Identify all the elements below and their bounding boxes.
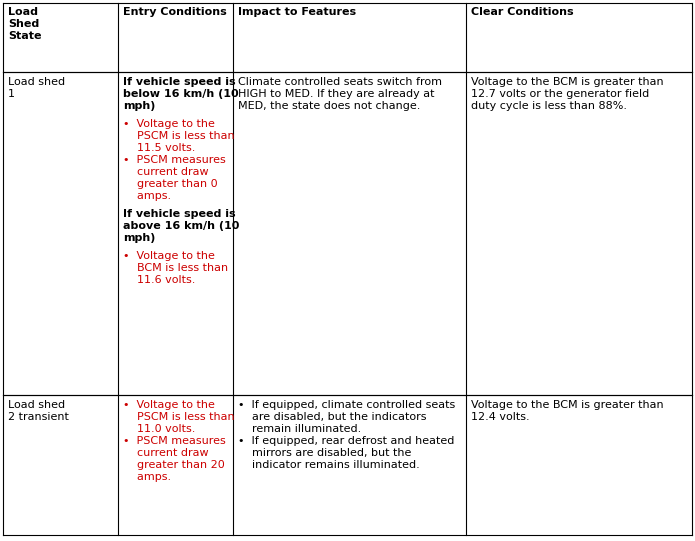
Text: 12.7 volts or the generator field: 12.7 volts or the generator field [471, 89, 649, 99]
Text: HIGH to MED. If they are already at: HIGH to MED. If they are already at [238, 89, 434, 99]
Text: 12.4 volts.: 12.4 volts. [471, 412, 530, 422]
Text: •  If equipped, rear defrost and heated: • If equipped, rear defrost and heated [238, 436, 455, 446]
Text: If vehicle speed is: If vehicle speed is [123, 209, 236, 219]
Text: Voltage to the BCM is greater than: Voltage to the BCM is greater than [471, 77, 664, 87]
Text: current draw: current draw [123, 448, 208, 458]
Text: duty cycle is less than 88%.: duty cycle is less than 88%. [471, 101, 627, 111]
Text: Impact to Features: Impact to Features [238, 7, 356, 17]
Text: 11.5 volts.: 11.5 volts. [123, 143, 195, 153]
Text: BCM is less than: BCM is less than [123, 263, 228, 273]
Text: amps.: amps. [123, 191, 171, 201]
Text: current draw: current draw [123, 167, 208, 177]
Text: indicator remains illuminated.: indicator remains illuminated. [238, 460, 420, 470]
Text: Load: Load [8, 7, 38, 17]
Text: PSCM is less than: PSCM is less than [123, 131, 235, 141]
Text: mph): mph) [123, 101, 156, 111]
Text: •  Voltage to the: • Voltage to the [123, 400, 215, 410]
Text: •  PSCM measures: • PSCM measures [123, 436, 226, 446]
Text: Load shed: Load shed [8, 400, 65, 410]
Text: Voltage to the BCM is greater than: Voltage to the BCM is greater than [471, 400, 664, 410]
Text: State: State [8, 31, 42, 41]
Text: Entry Conditions: Entry Conditions [123, 7, 227, 17]
Text: Climate controlled seats switch from: Climate controlled seats switch from [238, 77, 442, 87]
Text: If vehicle speed is: If vehicle speed is [123, 77, 236, 87]
Text: 1: 1 [8, 89, 15, 99]
Text: above 16 km/h (10: above 16 km/h (10 [123, 221, 239, 231]
Text: Clear Conditions: Clear Conditions [471, 7, 573, 17]
Text: 11.0 volts.: 11.0 volts. [123, 424, 195, 434]
Text: •  Voltage to the: • Voltage to the [123, 251, 215, 261]
Text: mirrors are disabled, but the: mirrors are disabled, but the [238, 448, 411, 458]
Text: 2 transient: 2 transient [8, 412, 69, 422]
Text: remain illuminated.: remain illuminated. [238, 424, 361, 434]
Text: greater than 20: greater than 20 [123, 460, 224, 470]
Text: are disabled, but the indicators: are disabled, but the indicators [238, 412, 427, 422]
Text: •  If equipped, climate controlled seats: • If equipped, climate controlled seats [238, 400, 455, 410]
Text: below 16 km/h (10: below 16 km/h (10 [123, 89, 238, 99]
Text: PSCM is less than: PSCM is less than [123, 412, 235, 422]
Text: •  Voltage to the: • Voltage to the [123, 119, 215, 129]
Text: amps.: amps. [123, 472, 171, 482]
Text: MED, the state does not change.: MED, the state does not change. [238, 101, 420, 111]
Text: mph): mph) [123, 233, 156, 243]
Text: Load shed: Load shed [8, 77, 65, 87]
Text: Shed: Shed [8, 19, 39, 29]
Text: 11.6 volts.: 11.6 volts. [123, 275, 195, 285]
Text: •  PSCM measures: • PSCM measures [123, 155, 226, 165]
Text: greater than 0: greater than 0 [123, 179, 218, 189]
